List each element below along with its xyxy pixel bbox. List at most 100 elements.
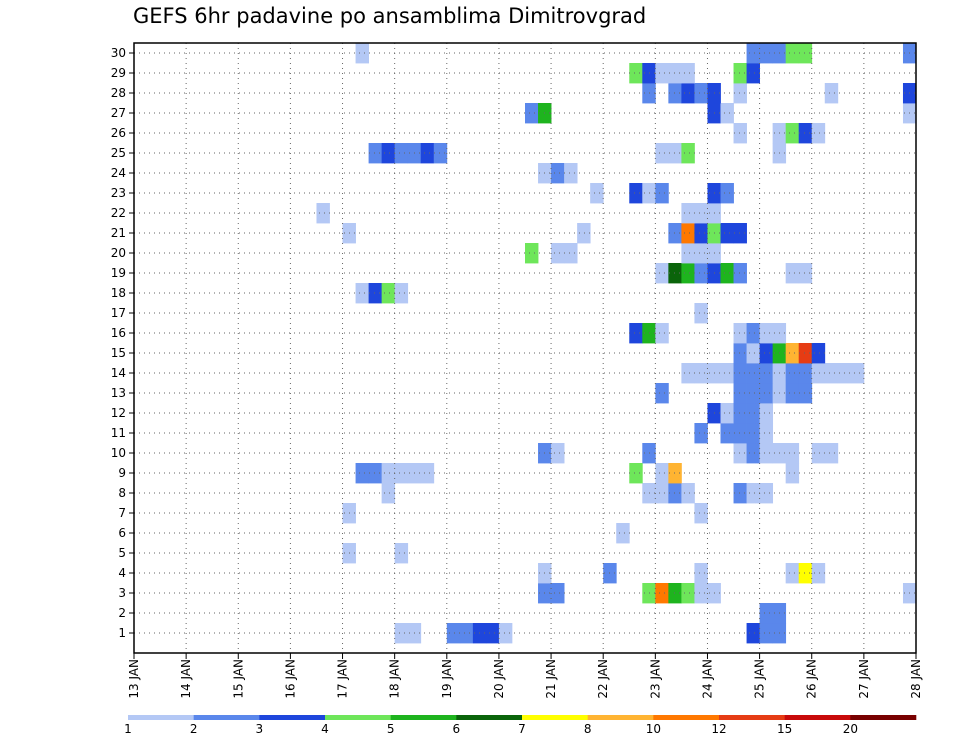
heatmap-cell (733, 363, 747, 384)
heatmap-cell (681, 583, 695, 604)
y-tick-label: 4 (118, 566, 126, 580)
y-tick-label: 26 (111, 126, 126, 140)
y-tick-label: 7 (118, 506, 126, 520)
heatmap-cell (551, 243, 565, 264)
heatmap-cell (733, 123, 747, 144)
heatmap-cell (785, 383, 800, 404)
heatmap-cell (759, 443, 774, 464)
heatmap-cell (381, 463, 396, 484)
heatmap-cell (759, 323, 774, 344)
heatmap-cell (759, 363, 774, 384)
x-tick-label: 26 JAN (805, 659, 819, 699)
x-tick-label: 18 JAN (388, 659, 402, 699)
y-tick-label: 30 (111, 46, 126, 60)
heatmap-cell (551, 443, 565, 464)
heatmap-cell (394, 543, 409, 564)
heatmap-cell (394, 463, 409, 484)
heatmap-cell (733, 483, 747, 504)
heatmap-cell (720, 263, 734, 284)
heatmap-cell (590, 183, 604, 204)
heatmap-cell (525, 103, 539, 124)
y-tick-label: 27 (111, 106, 126, 120)
heatmap-cell (759, 403, 774, 424)
y-tick-label: 20 (111, 246, 126, 260)
heatmap-cell (798, 263, 813, 284)
heatmap-cell (720, 223, 734, 244)
heatmap-cell (694, 243, 708, 264)
heatmap-cell (368, 283, 383, 304)
heatmap-cell (824, 363, 839, 384)
heatmap-cell (459, 623, 474, 644)
x-tick-label: 13 JAN (127, 659, 141, 699)
heatmap-cell (746, 383, 760, 404)
heatmap-cell (381, 283, 396, 304)
heatmap-cell (733, 343, 747, 364)
heatmap-cell (733, 223, 747, 244)
x-tick-label: 25 JAN (753, 659, 767, 699)
heatmap-cell (694, 203, 708, 224)
heatmap-cell (733, 83, 747, 104)
heatmap-cell (681, 223, 695, 244)
heatmap-cell (720, 103, 734, 124)
heatmap-cell (759, 423, 774, 444)
heatmap-cell (785, 43, 800, 64)
heatmap-cell (681, 243, 695, 264)
colorbar-label: 12 (711, 722, 726, 736)
heatmap-cell (811, 343, 826, 364)
chart-title: GEFS 6hr padavine po ansamblima Dimitrov… (133, 4, 647, 28)
y-tick-label: 12 (111, 406, 126, 420)
colorbar: 1 2 3 4 5 6 7 8 10 12 15 20 (124, 715, 917, 736)
heatmap-cell (746, 403, 760, 424)
heatmap-cell (746, 43, 760, 64)
heatmap-cell (720, 423, 734, 444)
heatmap-cell (746, 423, 760, 444)
heatmap-cell (746, 483, 760, 504)
colorbar-segment (390, 715, 457, 720)
heatmap-cell (850, 363, 865, 384)
y-tick-label: 6 (118, 526, 126, 540)
colorbar-segment (325, 715, 391, 720)
heatmap-cell (785, 263, 800, 284)
heatmap-cell (498, 623, 513, 644)
heatmap-cell (720, 363, 734, 384)
heatmap-cell (798, 123, 813, 144)
heatmap-cell (485, 623, 500, 644)
heatmap-cell (420, 143, 435, 164)
heatmap-cell (785, 443, 800, 464)
heatmap-cell (824, 443, 839, 464)
heatmap-cell (785, 563, 800, 584)
heatmap-cell (733, 443, 747, 464)
heatmap-cell (798, 43, 813, 64)
colorbar-segment (456, 715, 523, 720)
heatmap-cell (759, 623, 774, 644)
heatmap-cell (811, 563, 826, 584)
colorbar-label: 6 (453, 722, 461, 736)
heatmap-cell (746, 323, 760, 344)
heatmap-cell (811, 443, 826, 464)
y-tick-label: 23 (111, 186, 126, 200)
heatmap-cell (811, 123, 826, 144)
heatmap-cell (694, 303, 708, 324)
heatmap-cell (746, 443, 760, 464)
colorbar-segment (193, 715, 260, 720)
heatmap-cells (316, 43, 917, 644)
colorbar-label: 8 (584, 722, 592, 736)
heatmap-cell (694, 363, 708, 384)
heatmap-cell (668, 143, 682, 164)
heatmap-cell (381, 483, 396, 504)
heatmap-cell (733, 423, 747, 444)
heatmap-cell (785, 363, 800, 384)
heatmap-cell (746, 343, 760, 364)
y-tick-label: 9 (118, 466, 126, 480)
heatmap-cell (694, 563, 708, 584)
heatmap-cell (694, 503, 708, 524)
heatmap-cell (629, 63, 643, 84)
heatmap-cell (668, 263, 682, 284)
y-tick-label: 5 (118, 546, 126, 560)
colorbar-segment (719, 715, 785, 720)
heatmap-cell (681, 263, 695, 284)
y-tick-label: 8 (118, 486, 126, 500)
heatmap-cell (785, 123, 800, 144)
heatmap-cell (694, 583, 708, 604)
heatmap-cell (381, 143, 396, 164)
